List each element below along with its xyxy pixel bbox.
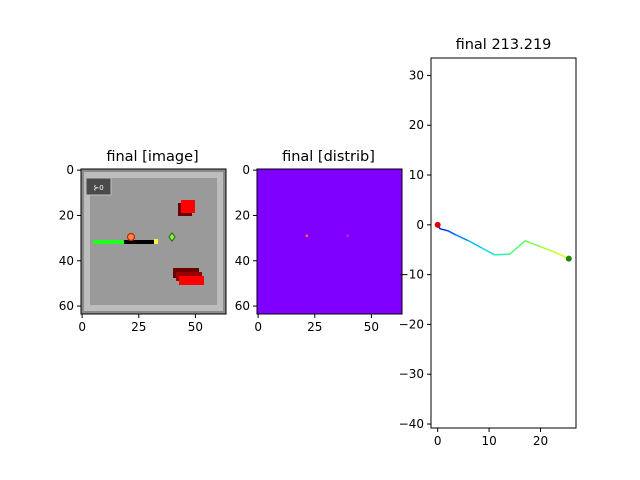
panel-trajectory-ticks: 0 10 20 30 20 10 0 −10 −20 −30 −40: [399, 68, 548, 448]
distrib-ytick-label: 0: [242, 163, 250, 177]
red-block: [181, 200, 195, 213]
image-ytick-label: 0: [66, 163, 74, 177]
enemy-block: [179, 276, 204, 285]
distrib-point: [305, 234, 309, 238]
trajectory-xtick-label: 0: [434, 434, 442, 448]
green-gem-icon: [168, 232, 176, 242]
trajectory-end-point: [565, 255, 572, 262]
distrib-heatmap: [257, 169, 402, 314]
panel-distrib-ticks: 0 25 50 0 20 40 60: [235, 163, 379, 334]
trajectory-xtick-label: 10: [481, 434, 496, 448]
distrib-ytick-label: 20: [235, 208, 250, 222]
distrib-xtick-label: 0: [254, 320, 262, 334]
panel-image-title: final [image]: [106, 149, 198, 165]
panel-distrib: final [distrib] 0 25 50 0 20 40 60: [235, 149, 403, 334]
image-xtick-label: 25: [131, 320, 146, 334]
trajectory-segment: [539, 245, 557, 254]
trajectory-ytick-label: 20: [409, 118, 424, 132]
panel-trajectory-title: final 213.219: [456, 37, 552, 53]
trajectory-ytick-label: 0: [416, 218, 424, 232]
trajectory-segment: [439, 228, 449, 232]
distrib-point: [346, 234, 349, 238]
trajectory-start-point: [434, 221, 441, 228]
distrib-xtick-label: 50: [364, 320, 379, 334]
distrib-ytick-label: 40: [235, 254, 250, 268]
trajectory-segment: [524, 240, 542, 248]
panel-distrib-axes: [256, 168, 403, 315]
trajectory-xtick-label: 20: [533, 434, 548, 448]
trajectory-ytick-label: −40: [399, 417, 424, 431]
panel-trajectory-axes: [430, 57, 577, 429]
panel-image-ticks: 0 25 50 0 20 40 60: [59, 163, 203, 334]
distrib-xtick-label: 25: [307, 320, 322, 334]
image-ytick-label: 60: [59, 299, 74, 313]
trajectory-ytick-label: −20: [399, 317, 424, 331]
trajectory-line: [436, 225, 570, 260]
agent-marker: [126, 232, 136, 242]
image-ytick-label: 20: [59, 208, 74, 222]
trajectory-segment: [508, 240, 526, 255]
image-xtick-label: 50: [188, 320, 203, 334]
panel-distrib-title: final [distrib]: [282, 149, 375, 165]
image-ytick-label: 40: [59, 254, 74, 268]
trajectory-ytick-label: −10: [399, 268, 424, 282]
panel-image-axes: [80, 168, 227, 315]
black-bar: [124, 240, 154, 244]
trajectory-ytick-label: 10: [409, 168, 424, 182]
trajectory-ytick-label: −30: [399, 367, 424, 381]
image-xtick-label: 0: [78, 320, 86, 334]
trajectory-segment: [454, 234, 470, 242]
distrib-ytick-label: 60: [235, 299, 250, 313]
trajectory-markers: [434, 221, 572, 262]
image-content: ⊱0: [81, 169, 226, 314]
panel-trajectory: final 213.219 0 10 20 30 20 10 0 −10 −20 −30 −40: [399, 37, 577, 448]
distrib-points: [305, 234, 349, 238]
inventory-badge: [85, 177, 112, 196]
panel-image: final [image] ⊱0 0 25 50 0 20 40 60: [59, 149, 227, 334]
trajectory-ytick-label: 30: [409, 68, 424, 82]
green-bar: [93, 240, 124, 244]
trajectory-segment: [447, 230, 457, 236]
trajectory-segment: [480, 246, 495, 256]
inventory-badge-text: ⊱0: [93, 184, 103, 192]
trajectory-segment: [467, 240, 483, 249]
yellow-tip: [154, 239, 158, 244]
